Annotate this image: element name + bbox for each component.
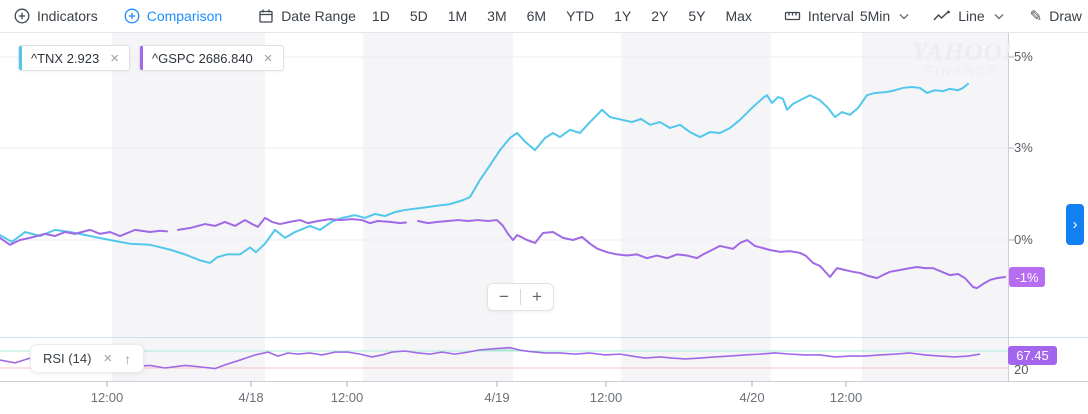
session-band	[862, 33, 1008, 381]
gspc-last-value-badge: -1%	[1009, 267, 1045, 287]
legend-chip-label: ^TNX 2.923	[31, 50, 100, 66]
interval-value: 5Min	[859, 8, 891, 24]
ruler-icon	[784, 8, 801, 24]
interval-control[interactable]: Interval 5Min	[784, 8, 909, 24]
zoom-divider	[520, 289, 521, 305]
date-range-button[interactable]: Date Range	[258, 8, 356, 24]
tnx-line	[0, 82, 969, 264]
range-1m-button[interactable]: 1M	[447, 8, 468, 24]
plus-circle-icon	[124, 8, 140, 24]
rsi-lower-label: 20	[1014, 362, 1029, 377]
interval-label: Interval	[807, 8, 854, 24]
range-1y-button[interactable]: 1Y	[614, 8, 632, 24]
range-1d-button[interactable]: 1D	[371, 8, 390, 24]
x-axis-label: 4/20	[739, 390, 765, 405]
chevron-down-icon	[899, 13, 909, 20]
range-2y-button[interactable]: 2Y	[651, 8, 669, 24]
legend-chip-gspc[interactable]: ^GSPC 2686.840 ×	[139, 45, 284, 71]
x-axis-label: 4/19	[484, 390, 510, 405]
range-5y-button[interactable]: 5Y	[688, 8, 706, 24]
indicators-label: Indicators	[37, 8, 98, 24]
pencil-icon: ✎	[1029, 7, 1043, 25]
toolbar: Indicators Comparison Date Range 1D 5D 1M 3…	[0, 0, 1088, 33]
watermark-finance: FINANCE	[924, 64, 1000, 78]
watermark-yahoo: YAHOO!	[912, 39, 1014, 66]
line-chart-icon	[933, 9, 951, 23]
date-range-label: Date Range	[281, 8, 356, 24]
chart-type-label: Line	[958, 8, 985, 24]
close-icon[interactable]: ×	[110, 49, 120, 67]
range-5d-button[interactable]: 5D	[409, 8, 428, 24]
chart-area: ^TNX 2.923 × ^GSPC 2686.840 × YAHOO! FINANC…	[0, 33, 1088, 414]
rsi-line	[0, 346, 981, 370]
arrow-up-icon[interactable]: ↑	[124, 350, 132, 367]
range-6m-button[interactable]: 6M	[526, 8, 547, 24]
x-axis-label: 12:00	[90, 390, 124, 405]
close-icon[interactable]: ×	[263, 49, 273, 67]
calendar-icon	[258, 8, 274, 24]
close-icon[interactable]: ×	[103, 350, 113, 367]
gspc-line	[177, 216, 407, 231]
draw-label: Draw	[1049, 8, 1082, 24]
zoom-in-button[interactable]: +	[521, 284, 553, 310]
gspc-line	[0, 228, 168, 246]
x-axis-label: 4/18	[238, 390, 264, 405]
rsi-chip: RSI (14) × ↑	[30, 344, 145, 373]
chevron-down-icon	[994, 13, 1004, 20]
session-band	[363, 33, 513, 381]
range-ytd-button[interactable]: YTD	[566, 8, 595, 24]
range-3m-button[interactable]: 3M	[487, 8, 507, 24]
range-buttons: 1D 5D 1M 3M 6M YTD 1Y 2Y 5Y Max	[362, 8, 762, 24]
zoom-controls: − +	[487, 283, 554, 311]
session-band	[112, 33, 265, 381]
x-axis-label: 12:00	[829, 390, 863, 405]
gspc-line	[417, 219, 1006, 290]
rsi-chip-label: RSI (14)	[43, 351, 92, 366]
range-max-button[interactable]: Max	[725, 8, 752, 24]
series-color-bar	[140, 46, 144, 70]
legend-chip-label: ^GSPC 2686.840	[152, 50, 253, 66]
x-axis-label: 12:00	[589, 390, 623, 405]
zoom-out-button[interactable]: −	[488, 284, 520, 310]
chart-canvas[interactable]	[0, 33, 1088, 414]
watermark: YAHOO! FINANCE	[912, 39, 1012, 78]
session-band	[621, 33, 771, 381]
x-axis-label: 12:00	[330, 390, 364, 405]
comparison-label: Comparison	[146, 8, 223, 24]
legend-chip-tnx[interactable]: ^TNX 2.923 ×	[18, 45, 131, 71]
indicators-button[interactable]: Indicators	[14, 8, 98, 24]
scroll-right-button[interactable]: ›	[1066, 204, 1084, 245]
draw-button[interactable]: ✎ Draw	[1030, 8, 1082, 24]
series-color-bar	[19, 46, 22, 70]
legend: ^TNX 2.923 × ^GSPC 2686.840 ×	[18, 45, 284, 71]
rsi-value-badge: 67.45	[1008, 346, 1057, 365]
comparison-button[interactable]: Comparison	[124, 8, 222, 24]
y-axis-label: 3%	[1014, 140, 1033, 155]
y-axis-label: 5%	[1014, 49, 1033, 64]
plus-circle-icon	[14, 8, 30, 24]
y-axis-label: 0%	[1014, 232, 1033, 247]
chevron-right-icon: ›	[1072, 216, 1078, 233]
chart-type-control[interactable]: Line	[933, 8, 1004, 24]
